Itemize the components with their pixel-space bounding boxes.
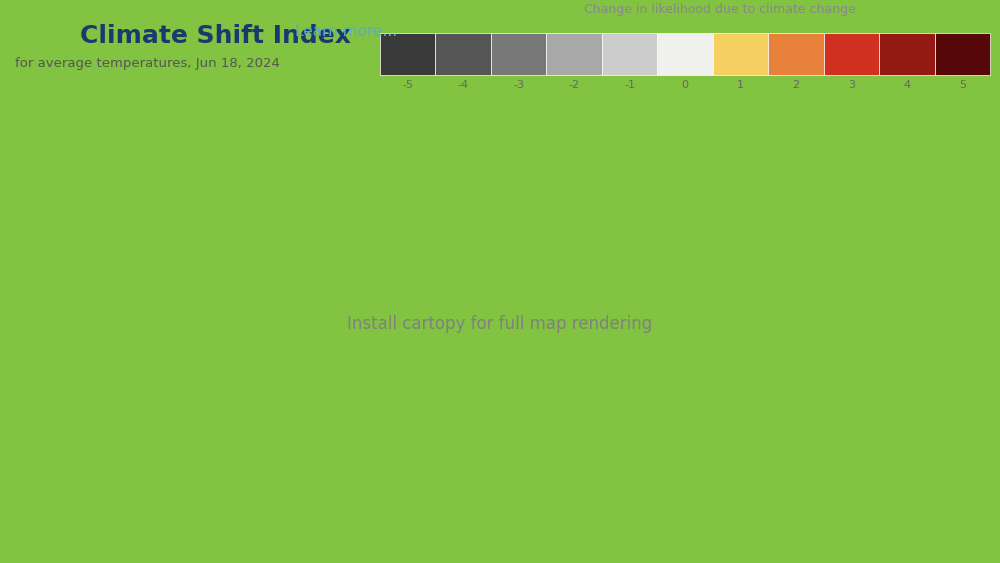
Text: -2: -2 (569, 79, 580, 90)
Text: 4: 4 (903, 79, 910, 90)
Bar (546, 33, 602, 75)
Bar (491, 33, 546, 75)
Bar (768, 33, 824, 75)
Bar (879, 33, 935, 75)
Text: 3: 3 (848, 79, 855, 90)
Text: Learn more...: Learn more... (295, 24, 397, 39)
Text: for average temperatures, Jun 18, 2024: for average temperatures, Jun 18, 2024 (15, 57, 280, 70)
Text: Install cartopy for full map rendering: Install cartopy for full map rendering (347, 315, 653, 333)
Text: -3: -3 (513, 79, 524, 90)
Bar (435, 33, 491, 75)
Bar (380, 33, 435, 75)
Bar (824, 33, 879, 75)
Bar (935, 33, 990, 75)
Text: 1: 1 (737, 79, 744, 90)
Text: -5: -5 (402, 79, 413, 90)
Bar (602, 33, 657, 75)
Text: 2: 2 (792, 79, 799, 90)
Text: Climate Shift Index: Climate Shift Index (80, 24, 351, 48)
Bar (713, 33, 768, 75)
Bar (657, 33, 713, 75)
Text: -1: -1 (624, 79, 635, 90)
Text: 5: 5 (959, 79, 966, 90)
Text: Change in likelihood due to climate change: Change in likelihood due to climate chan… (584, 3, 856, 16)
Text: 0: 0 (682, 79, 688, 90)
Text: -4: -4 (458, 79, 469, 90)
